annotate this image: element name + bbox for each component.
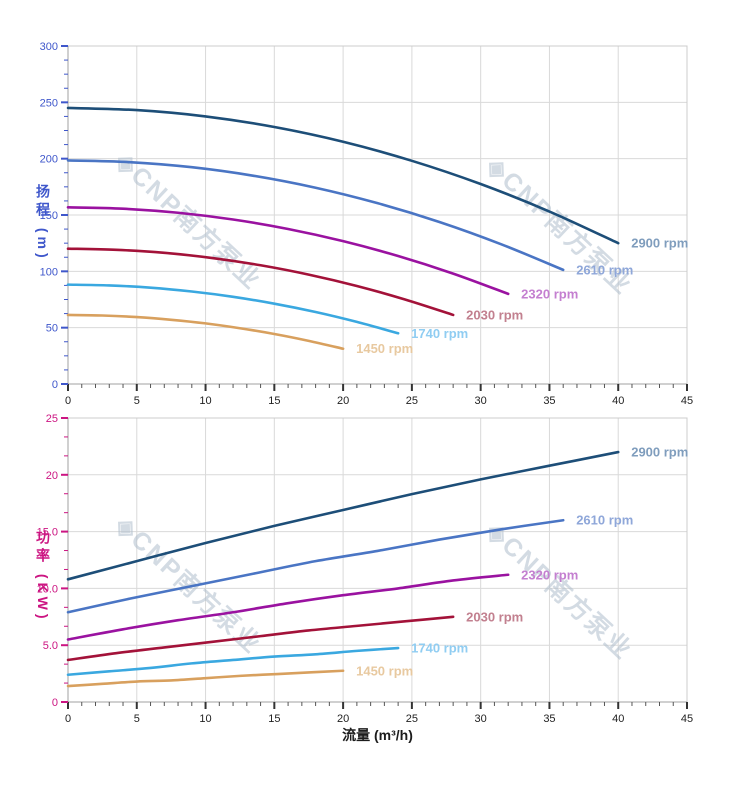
curve-label-2900-rpm: 2900 rpm bbox=[631, 445, 688, 460]
x-tick-label: 20 bbox=[337, 713, 349, 725]
brand-watermark: ◈CNP南方泵业 bbox=[480, 515, 638, 665]
x-tick-label: 30 bbox=[475, 395, 487, 407]
plot-border bbox=[68, 45, 688, 384]
x-tick-label: 20 bbox=[337, 395, 349, 407]
x-tick-label: 45 bbox=[681, 713, 693, 725]
curve-label-2610-rpm: 2610 rpm bbox=[576, 262, 633, 277]
curve-2900-rpm bbox=[66, 450, 620, 581]
brand-watermark: ◈CNP南方泵业 bbox=[480, 150, 638, 300]
y-tick-label: 0 bbox=[52, 697, 58, 709]
y-tick-label: 25 bbox=[46, 413, 58, 425]
plot-border bbox=[68, 417, 688, 702]
x-tick-label: 0 bbox=[65, 395, 71, 407]
y-tick-label: 200 bbox=[40, 154, 58, 166]
x-tick-label: 35 bbox=[543, 395, 555, 407]
y-tick-label: 0 bbox=[52, 379, 58, 391]
x-tick-label: 30 bbox=[475, 713, 487, 725]
x-tick-label: 5 bbox=[134, 713, 140, 725]
curve-label-2900-rpm: 2900 rpm bbox=[631, 236, 688, 251]
curve-1740-rpm bbox=[66, 283, 400, 335]
x-tick-label: 25 bbox=[406, 713, 418, 725]
y-tick-label: 20 bbox=[46, 470, 58, 482]
y-tick-label: 50 bbox=[46, 323, 58, 335]
curve-label-1450-rpm: 1450 rpm bbox=[356, 341, 413, 356]
curve-label-1740-rpm: 1740 rpm bbox=[411, 326, 468, 341]
y-tick-label: 100 bbox=[40, 266, 58, 278]
curve-label-2030-rpm: 2030 rpm bbox=[466, 609, 523, 624]
y-tick-label: 10.0 bbox=[37, 583, 58, 595]
x-tick-label: 40 bbox=[612, 395, 624, 407]
curve-1740-rpm bbox=[66, 646, 400, 677]
curve-label-2030-rpm: 2030 rpm bbox=[466, 307, 523, 322]
curve-2030-rpm bbox=[66, 247, 455, 317]
x-tick-label: 45 bbox=[681, 395, 693, 407]
y-tick-label: 15.0 bbox=[37, 527, 58, 539]
head-axis-title: 扬程 (m) bbox=[35, 184, 51, 262]
x-tick-label: 10 bbox=[199, 395, 211, 407]
x-tick-label: 25 bbox=[406, 395, 418, 407]
curve-label-2320-rpm: 2320 rpm bbox=[521, 286, 578, 301]
curve-1450-rpm bbox=[66, 313, 345, 351]
curve-2030-rpm bbox=[66, 615, 455, 662]
curve-2610-rpm bbox=[66, 518, 565, 614]
x-tick-label: 15 bbox=[268, 395, 280, 407]
curve-label-2610-rpm: 2610 rpm bbox=[576, 513, 633, 528]
x-tick-label: 15 bbox=[268, 713, 280, 725]
flow-axis-title: 流量 (m³/h) bbox=[342, 727, 413, 743]
curve-2900-rpm bbox=[66, 106, 620, 245]
y-tick-label: 150 bbox=[40, 210, 58, 222]
power-axis-title: 功率 (KW) bbox=[35, 530, 51, 623]
curve-label-1740-rpm: 1740 rpm bbox=[411, 641, 468, 656]
x-tick-label: 0 bbox=[65, 713, 71, 725]
x-tick-label: 40 bbox=[612, 713, 624, 725]
x-tick-label: 10 bbox=[199, 713, 211, 725]
y-tick-label: 300 bbox=[40, 41, 58, 53]
curve-2320-rpm bbox=[66, 573, 510, 641]
y-tick-label: 5.0 bbox=[43, 640, 58, 652]
curve-2610-rpm bbox=[66, 159, 565, 272]
curve-label-2320-rpm: 2320 rpm bbox=[521, 567, 578, 582]
x-tick-label: 5 bbox=[134, 395, 140, 407]
x-tick-label: 35 bbox=[543, 713, 555, 725]
curve-1450-rpm bbox=[66, 669, 345, 688]
y-tick-label: 250 bbox=[40, 97, 58, 109]
curve-2320-rpm bbox=[66, 206, 510, 296]
curve-label-1450-rpm: 1450 rpm bbox=[356, 663, 413, 678]
